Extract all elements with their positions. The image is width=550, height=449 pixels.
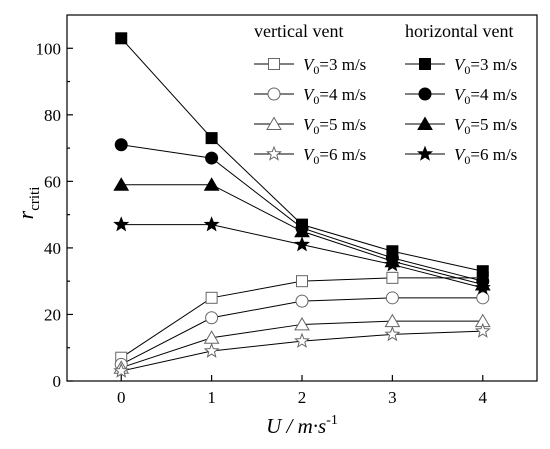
- data-point: [294, 236, 310, 252]
- legend-marker: [268, 58, 280, 70]
- data-point: [114, 138, 128, 152]
- legend-marker: [417, 145, 433, 161]
- y-tick-label: 100: [36, 39, 62, 58]
- data-point: [384, 256, 401, 272]
- data-point: [113, 216, 130, 232]
- legend-marker: [267, 87, 281, 101]
- legend-label: V0=5 m/s: [303, 115, 366, 137]
- y-axis-label: rcriti: [13, 187, 43, 220]
- legend-group-title: vertical vent: [254, 21, 343, 41]
- data-point: [384, 313, 401, 328]
- x-tick-label: 3: [388, 388, 397, 407]
- data-point: [296, 275, 308, 288]
- data-point: [294, 316, 310, 331]
- legend-group-title: horizontal vent: [405, 21, 513, 41]
- legend-marker: [419, 58, 431, 70]
- data-point: [205, 291, 218, 304]
- y-tick-label: 40: [44, 239, 61, 258]
- y-tick-label: 20: [44, 305, 61, 324]
- x-tick-label: 1: [207, 388, 216, 407]
- x-tick-label: 4: [479, 388, 488, 407]
- y-axis-label-var: r: [13, 210, 38, 219]
- data-point: [384, 326, 401, 342]
- legend-marker: [266, 145, 282, 161]
- data-point: [203, 342, 220, 358]
- x-axis-label-var: U / m·s: [266, 414, 326, 438]
- data-point: [294, 332, 310, 348]
- x-tick-label: 0: [117, 388, 126, 407]
- y-tick-label: 0: [53, 372, 62, 391]
- y-axis-label-subscript: criti: [27, 187, 43, 211]
- data-point: [115, 32, 128, 45]
- y-tick-label: 80: [44, 106, 61, 125]
- legend-label: V0=6 m/s: [454, 145, 517, 167]
- data-point: [295, 294, 309, 308]
- series-line: [121, 297, 483, 365]
- y-tick-label: 60: [44, 172, 61, 191]
- x-tick-label: 2: [298, 388, 307, 407]
- series-layer: [113, 32, 491, 378]
- data-point: [205, 132, 218, 145]
- x-axis-label: U / m·s-1: [266, 413, 338, 438]
- data-point: [205, 151, 219, 165]
- data-point: [385, 291, 399, 305]
- x-axis-label-exponent: -1: [326, 413, 338, 428]
- data-point: [205, 311, 219, 325]
- legend: vertical vent V0=3 m/s V0=4 m/s V0=5 m/s V0=…: [254, 21, 517, 167]
- series-line: [121, 144, 483, 282]
- data-point: [476, 291, 490, 305]
- data-point: [474, 322, 491, 338]
- legend-label: V0=3 m/s: [303, 55, 366, 77]
- data-point: [474, 279, 491, 295]
- data-point: [203, 216, 220, 232]
- legend-label: V0=5 m/s: [454, 115, 517, 137]
- data-point: [386, 271, 399, 284]
- data-point: [113, 362, 130, 378]
- legend-marker: [266, 116, 282, 130]
- legend-label: V0=4 m/s: [303, 85, 366, 107]
- legend-label: V0=3 m/s: [454, 55, 517, 77]
- legend-label: V0=6 m/s: [303, 145, 366, 167]
- legend-marker: [417, 116, 433, 130]
- legend-marker: [418, 87, 432, 101]
- legend-label: V0=4 m/s: [454, 85, 517, 107]
- data-point: [203, 177, 220, 191]
- data-point: [113, 177, 130, 191]
